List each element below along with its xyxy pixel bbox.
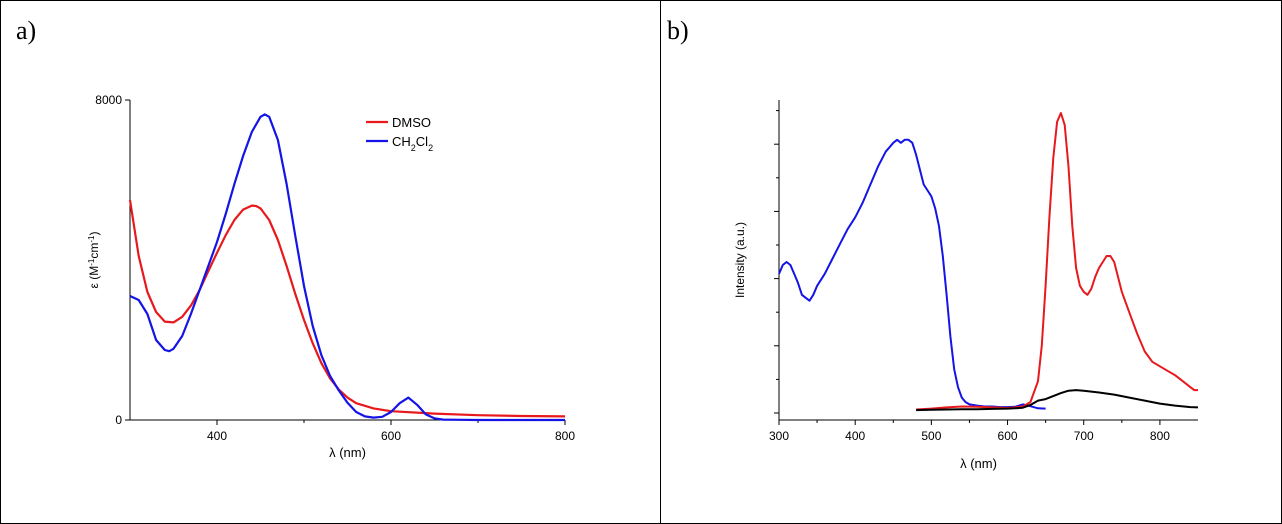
y-axis-label-part: ): [87, 232, 101, 236]
y-axis-label: ε (M-1cm-1): [87, 232, 102, 289]
y-axis-label-group: Intensity (a.u.): [733, 222, 747, 298]
x-tick-label: 400: [207, 429, 227, 443]
x-tick-label: 700: [1074, 429, 1094, 443]
x-tick-label: 800: [1150, 429, 1170, 443]
x-tick-label: 600: [381, 429, 401, 443]
x-axis-label: λ (nm): [960, 456, 997, 471]
legend-label-part: CH: [392, 134, 411, 149]
panel-b-label: b): [667, 16, 689, 45]
y-axis-label-part: -1: [87, 235, 96, 243]
x-tick-label: 800: [555, 429, 575, 443]
y-axis-label: Intensity (a.u.): [733, 222, 747, 298]
series-line-ch2cl2: [129, 113, 565, 422]
legend-label-ch2cl2: CH2Cl2: [392, 134, 433, 153]
x-tick-label: 400: [845, 429, 865, 443]
legend-label-dmso: DMSO: [392, 115, 431, 130]
y-tick-label: 0: [115, 413, 122, 427]
series-line-excitation-blue: [778, 138, 1046, 410]
series-line-emission-black: [916, 389, 1199, 412]
panel-a-label: a): [16, 16, 37, 45]
series-line-dmso: [128, 199, 566, 418]
legend-label-part: 2: [411, 143, 416, 153]
legend-label-part: DMSO: [392, 115, 431, 130]
x-axis-label: λ (nm): [329, 445, 366, 460]
x-tick-label: 500: [921, 429, 941, 443]
y-axis-label-part: cm: [87, 243, 101, 259]
y-axis-label-part: -1: [87, 258, 96, 266]
y-axis-label-group: ε (M-1cm-1): [87, 232, 102, 289]
series-line-emission-red: [916, 112, 1198, 411]
x-tick-label: 600: [998, 429, 1018, 443]
legend-label-part: 2: [428, 143, 433, 153]
y-tick-label: 8000: [95, 93, 122, 107]
legend-label-part: Cl: [416, 134, 428, 149]
y-axis-label-part: ε (M: [87, 266, 101, 289]
x-tick-label: 300: [769, 429, 789, 443]
